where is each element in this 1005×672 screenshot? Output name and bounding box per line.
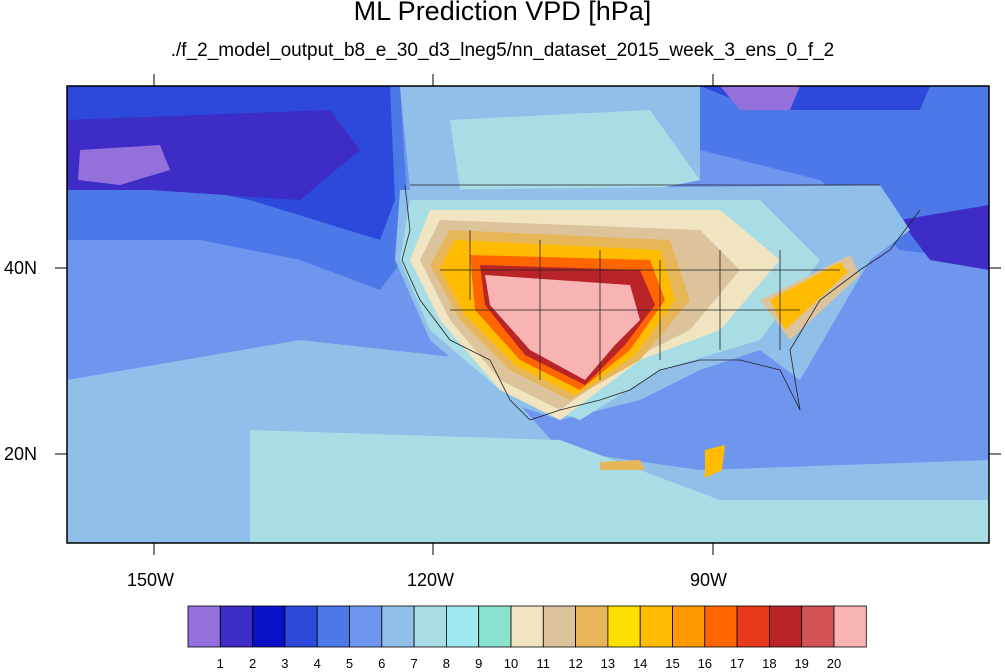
atlantic-low [900, 205, 989, 270]
colorbar-swatch [187, 605, 221, 648]
north-pacific-minimum [78, 145, 170, 185]
ytick-20n: 20N [4, 444, 38, 464]
colorbar-tick-label: 18 [762, 656, 777, 671]
colorbar-swatch [413, 605, 447, 648]
colorbar-swatch [478, 605, 512, 648]
colorbar-swatch [801, 605, 835, 648]
colorbar-swatch [769, 605, 803, 648]
colorbar-swatch [575, 605, 609, 648]
xtick-150w: 150W [127, 570, 175, 590]
colorbar-tick-label: 10 [503, 656, 519, 671]
colorbar-swatch [542, 605, 576, 648]
colorbar-swatch [833, 605, 867, 648]
colorbar-tick-label: 1 [216, 656, 224, 671]
colorbar-swatch [252, 605, 286, 648]
colorbar-tick-label: 3 [281, 656, 289, 671]
colorbar-swatch [284, 605, 318, 648]
coastlines [401, 184, 921, 421]
colorbar-tick-label: 7 [410, 656, 418, 671]
colorbar-tick-label: 20 [826, 656, 842, 671]
colorbar-swatch [607, 605, 641, 648]
colorbar-swatch [672, 605, 706, 648]
hudson-minimum [720, 86, 800, 110]
appalachian-warm [770, 262, 848, 330]
xtick-120w: 120W [407, 570, 455, 590]
colorbar-tick-label: 12 [568, 656, 583, 671]
canada-plains [450, 110, 700, 200]
colorbar-swatch [445, 605, 480, 648]
map-subtitle: ./f_2_model_output_b8_e_30_d3_lneg5/nn_d… [170, 40, 835, 61]
colorbar-tick-label: 19 [794, 656, 809, 671]
ytick-40n: 40N [4, 258, 38, 278]
colorbar-tick-label: 2 [248, 656, 257, 671]
colorbar-tick-label: 8 [442, 656, 450, 671]
southwest-extreme [485, 275, 640, 380]
colorbar-tick-label: 9 [475, 656, 483, 671]
colorbar-tick-label: 15 [665, 656, 680, 671]
colorbar-tick-label: 14 [632, 656, 648, 671]
colorbar-swatch [381, 605, 415, 648]
colorbar-tick-label: 11 [536, 656, 551, 671]
gulf-warm-patch [705, 445, 725, 478]
axis-ticks [55, 74, 1001, 555]
colorbar-swatch [316, 605, 350, 648]
colorbar-swatch [736, 605, 770, 648]
colorbar-swatch [704, 605, 738, 648]
mexico-warm-patch [600, 460, 645, 470]
colorbar-tick-label: 6 [378, 656, 386, 671]
map-frame [66, 85, 990, 544]
colorbar-swatch [219, 605, 254, 648]
colorbar-tick-label: 16 [697, 656, 713, 671]
colorbar-tick-label: 13 [600, 656, 616, 671]
canada-east [650, 86, 989, 260]
colorbar [187, 605, 867, 648]
colorbar-tick-label: 17 [729, 656, 745, 671]
colorbar-swatch [639, 605, 673, 648]
colorbar-swatch [349, 605, 383, 648]
colorbar-tick-label: 5 [345, 656, 354, 671]
colorbar-swatch [510, 605, 544, 648]
xtick-90w: 90W [690, 570, 728, 590]
tropical-band [250, 430, 989, 543]
map-title: ML Prediction VPD [hPa] [353, 0, 652, 26]
colorbar-tick-label: 4 [313, 656, 321, 671]
